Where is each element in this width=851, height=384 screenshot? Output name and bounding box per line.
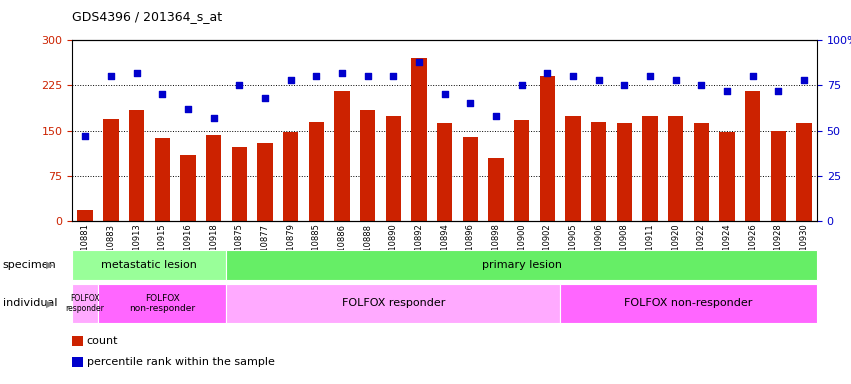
- Point: [258, 95, 271, 101]
- Point: [104, 73, 117, 79]
- Point: [361, 73, 374, 79]
- Bar: [129, 109, 144, 221]
- Bar: [694, 123, 709, 221]
- Text: ▶: ▶: [46, 260, 54, 270]
- Point: [797, 77, 811, 83]
- Text: FOLFOX
responder: FOLFOX responder: [66, 294, 105, 313]
- Text: primary lesion: primary lesion: [482, 260, 562, 270]
- Bar: [745, 91, 761, 221]
- Point: [232, 82, 246, 88]
- Bar: [180, 155, 196, 221]
- Bar: [565, 116, 580, 221]
- Text: ▶: ▶: [46, 298, 54, 308]
- Point: [207, 115, 220, 121]
- Text: FOLFOX
non-responder: FOLFOX non-responder: [129, 294, 195, 313]
- Bar: [283, 132, 299, 221]
- Point: [437, 91, 451, 98]
- Bar: [488, 158, 504, 221]
- Bar: [463, 137, 478, 221]
- Point: [746, 73, 760, 79]
- Bar: [591, 121, 607, 221]
- Bar: [437, 123, 453, 221]
- Bar: [257, 142, 272, 221]
- Text: specimen: specimen: [3, 260, 56, 270]
- Bar: [540, 76, 555, 221]
- Text: GDS4396 / 201364_s_at: GDS4396 / 201364_s_at: [72, 10, 222, 23]
- Bar: [72, 250, 226, 280]
- Bar: [411, 58, 426, 221]
- Point: [618, 82, 631, 88]
- Bar: [226, 284, 560, 323]
- Bar: [797, 123, 812, 221]
- Bar: [643, 116, 658, 221]
- Text: FOLFOX responder: FOLFOX responder: [341, 298, 445, 308]
- Point: [386, 73, 400, 79]
- Point: [412, 59, 426, 65]
- Bar: [719, 132, 734, 221]
- Point: [515, 82, 528, 88]
- Point: [540, 70, 554, 76]
- Bar: [668, 116, 683, 221]
- Bar: [771, 131, 786, 221]
- Bar: [386, 116, 401, 221]
- Point: [720, 88, 734, 94]
- Point: [129, 70, 143, 76]
- Bar: [77, 210, 93, 221]
- Bar: [72, 284, 98, 323]
- Bar: [560, 284, 817, 323]
- Bar: [514, 120, 529, 221]
- Bar: [334, 91, 350, 221]
- Point: [283, 77, 297, 83]
- Point: [335, 70, 349, 76]
- Bar: [617, 123, 632, 221]
- Point: [464, 101, 477, 107]
- Point: [310, 73, 323, 79]
- Point: [592, 77, 606, 83]
- Text: FOLFOX non-responder: FOLFOX non-responder: [625, 298, 753, 308]
- Text: metastatic lesion: metastatic lesion: [101, 260, 197, 270]
- Text: percentile rank within the sample: percentile rank within the sample: [87, 357, 275, 367]
- Text: individual: individual: [3, 298, 57, 308]
- Text: count: count: [87, 336, 118, 346]
- Bar: [309, 121, 324, 221]
- Point: [181, 106, 195, 112]
- Point: [772, 88, 785, 94]
- Bar: [155, 138, 170, 221]
- Point: [669, 77, 683, 83]
- Point: [566, 73, 580, 79]
- Point: [643, 73, 657, 79]
- Bar: [360, 109, 375, 221]
- Point: [156, 91, 169, 98]
- Point: [489, 113, 503, 119]
- Bar: [98, 284, 226, 323]
- Point: [694, 82, 708, 88]
- Bar: [231, 147, 247, 221]
- Bar: [226, 250, 817, 280]
- Point: [78, 133, 92, 139]
- Bar: [103, 119, 118, 221]
- Bar: [206, 135, 221, 221]
